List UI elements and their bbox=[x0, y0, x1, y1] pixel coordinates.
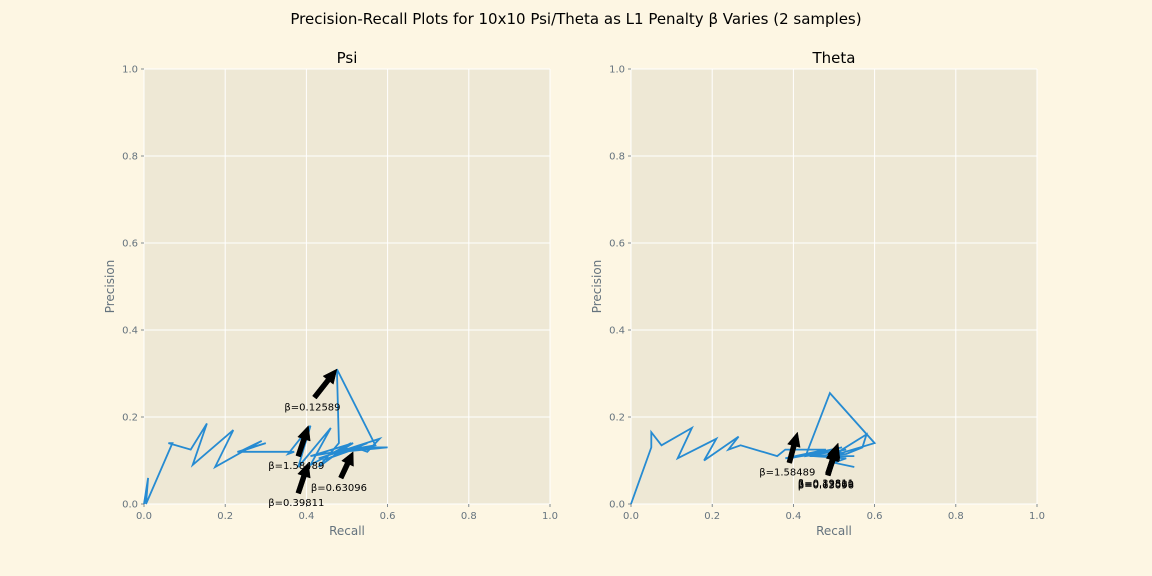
y-tick-label: 0.8 bbox=[609, 152, 625, 163]
x-tick-label: 1.0 bbox=[1029, 511, 1045, 522]
chart-psi: 0.0 0.2 0.4 0.6 0.8 1.0 0.0 0.2 0.4 0.6 0.8 1.0 Psi R… bbox=[103, 49, 558, 538]
y-tick-label: 0.0 bbox=[122, 500, 138, 511]
y-tick-label: 0.8 bbox=[122, 152, 138, 163]
y-tick-label: 0.4 bbox=[609, 326, 625, 337]
x-tick-label: 1.0 bbox=[542, 511, 558, 522]
x-tick-label: 0.6 bbox=[380, 511, 396, 522]
y-tick-label: 0.0 bbox=[609, 500, 625, 511]
axes-title: Psi bbox=[337, 49, 358, 67]
y-tick-label: 1.0 bbox=[609, 65, 625, 76]
y-tick-label: 0.2 bbox=[609, 413, 625, 424]
figure-suptitle: Precision-Recall Plots for 10x10 Psi/The… bbox=[290, 10, 861, 28]
x-tick-label: 0.0 bbox=[136, 511, 152, 522]
x-tick-label: 0.2 bbox=[704, 511, 720, 522]
y-tick-label: 1.0 bbox=[122, 65, 138, 76]
annotation-label: β=1.58489 bbox=[268, 461, 324, 472]
axes-background bbox=[144, 69, 550, 504]
chart-theta: 0.0 0.2 0.4 0.6 0.8 1.0 0.0 0.2 0.4 0.6 0.8 1.0 Thet… bbox=[590, 49, 1045, 538]
y-axis-label: Precision bbox=[103, 260, 117, 314]
x-axis-label: Recall bbox=[329, 524, 365, 538]
y-tick-label: 0.4 bbox=[122, 326, 138, 337]
x-tick-label: 0.2 bbox=[217, 511, 233, 522]
x-tick-label: 0.0 bbox=[623, 511, 639, 522]
axes-title: Theta bbox=[812, 49, 856, 67]
annotation-label: β=1.58489 bbox=[759, 468, 815, 479]
x-tick-label: 0.6 bbox=[867, 511, 883, 522]
x-tick-label: 0.8 bbox=[948, 511, 964, 522]
annotation-label: β=0.39811 bbox=[268, 498, 324, 509]
annotation-label: β=0.63096 bbox=[798, 480, 854, 491]
y-tick-label: 0.6 bbox=[122, 239, 138, 250]
x-tick-label: 0.4 bbox=[785, 511, 801, 522]
y-axis-label: Precision bbox=[590, 260, 604, 314]
axes-background bbox=[631, 69, 1037, 504]
annotation-label: β=0.12589 bbox=[284, 402, 340, 413]
x-tick-label: 0.4 bbox=[298, 511, 314, 522]
x-axis-label: Recall bbox=[816, 524, 852, 538]
x-tick-label: 0.8 bbox=[461, 511, 477, 522]
y-tick-label: 0.2 bbox=[122, 413, 138, 424]
y-tick-label: 0.6 bbox=[609, 239, 625, 250]
annotation-label: β=0.63096 bbox=[311, 483, 367, 494]
